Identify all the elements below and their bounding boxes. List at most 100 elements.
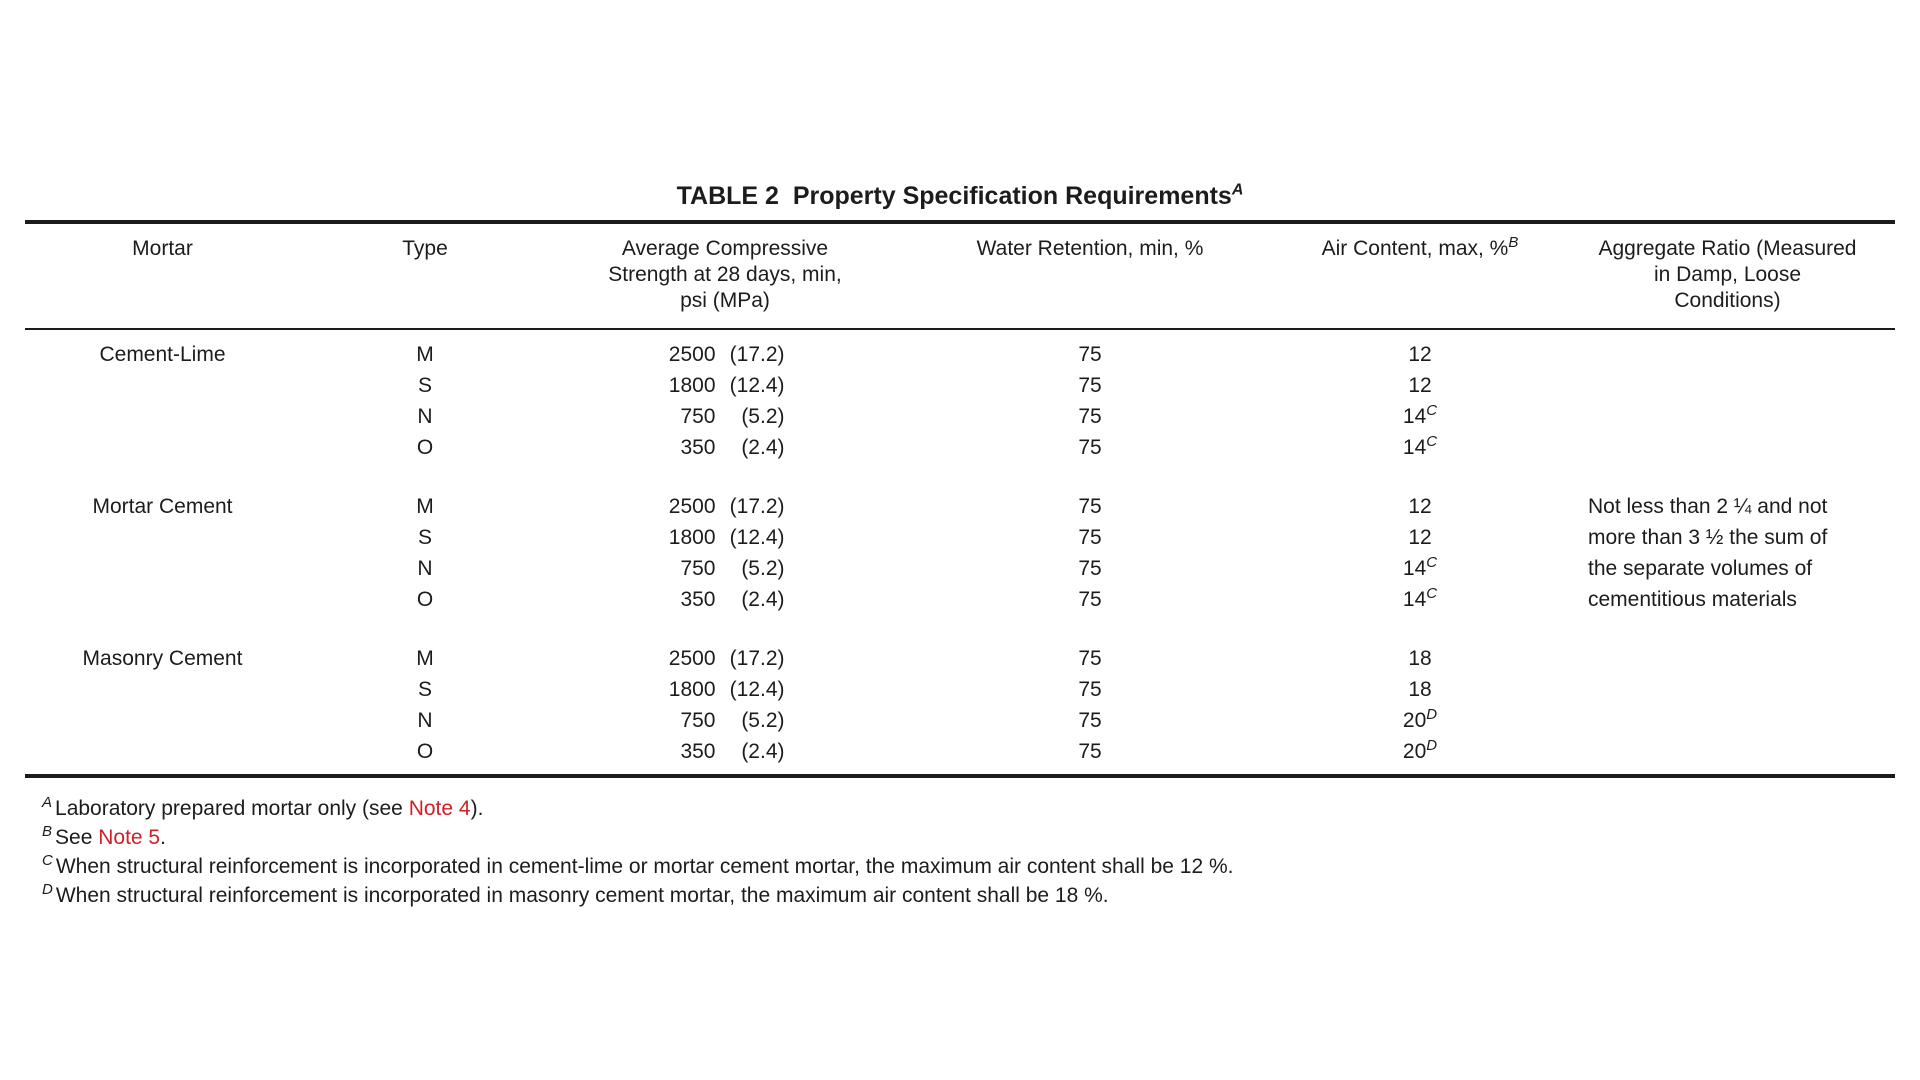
- aggregate-ratio-line: cementitious materials: [1588, 588, 1797, 611]
- strength-cell: 750 (5.2): [550, 705, 900, 736]
- table-row: S 1800 (12.4) 75 12: [25, 370, 1895, 401]
- strength-psi: 2500: [668, 495, 716, 518]
- footnote-d: D When structural reinforcement is incorp…: [42, 881, 1895, 910]
- water-retention-cell: 75: [1078, 374, 1102, 397]
- table-row: N 750 (5.2) 75 14C: [25, 553, 1895, 584]
- column-header-water-retention: Water Retention, min, %: [900, 222, 1280, 330]
- strength-mpa: (12.4): [729, 678, 785, 701]
- note-5-link[interactable]: Note 5: [98, 826, 161, 849]
- aggregate-ratio-cell: [1560, 643, 1895, 767]
- type-cell: S: [417, 678, 432, 701]
- footnote-a-marker: A: [42, 794, 53, 811]
- aggregate-ratio-cell: [1560, 339, 1895, 463]
- table-row: Cement-Lime M 2500 (17.2) 75 12: [25, 339, 1895, 370]
- strength-cell: 2500 (17.2): [550, 491, 900, 522]
- strength-mpa: (2.4): [741, 740, 785, 763]
- column-header-type: Type: [300, 222, 550, 330]
- footnote-b: B See Note 5.: [42, 823, 1895, 852]
- water-retention-cell: 75: [1078, 588, 1102, 611]
- air-content-value: 12: [1408, 374, 1432, 397]
- mortar-name-mortar-cement: Mortar Cement: [92, 495, 233, 518]
- strength-cell: 350 (2.4): [550, 584, 900, 615]
- type-cell: N: [417, 405, 433, 428]
- strength-psi: 750: [680, 405, 716, 428]
- spacer-row: [25, 329, 1895, 339]
- air-content-value: 14: [1402, 405, 1427, 428]
- spacer-row: [25, 767, 1895, 776]
- mortar-name-cement-lime: Cement-Lime: [99, 343, 226, 366]
- strength-cell: 750 (5.2): [550, 553, 900, 584]
- footnote-c-text: When structural reinforcement is incorpo…: [55, 855, 1234, 878]
- strength-psi: 1800: [668, 526, 716, 549]
- footnote-b-text: See: [55, 826, 99, 849]
- table-row: Mortar Cement M 2500 (17.2) 75 12 Not les…: [25, 491, 1895, 611]
- strength-mpa: (2.4): [741, 436, 785, 459]
- footnotes: A Laboratory prepared mortar only (see No…: [42, 794, 1895, 910]
- header-row: Mortar Type Average Compressive Strength…: [25, 222, 1895, 330]
- table-row: S 1800 (12.4) 75 18: [25, 674, 1895, 705]
- air-content-marker: C: [1426, 554, 1438, 571]
- air-content-value: 14: [1402, 557, 1427, 580]
- strength-cell: 750 (5.2): [550, 401, 900, 432]
- air-content-value: 14: [1402, 436, 1427, 459]
- strength-psi: 1800: [668, 678, 716, 701]
- air-content-marker: D: [1426, 737, 1438, 754]
- type-cell: M: [416, 343, 434, 366]
- footnote-d-marker: D: [42, 881, 53, 898]
- strength-cell: 2500 (17.2): [550, 643, 900, 674]
- strength-cell: 1800 (12.4): [550, 674, 900, 705]
- type-cell: O: [416, 740, 434, 763]
- table-row: Masonry Cement M 2500 (17.2) 75 18: [25, 643, 1895, 674]
- type-cell: S: [417, 374, 432, 397]
- type-cell: M: [416, 647, 434, 670]
- column-header-aggregate-ratio: Aggregate Ratio (Measured in Damp, Loose…: [1560, 222, 1895, 330]
- air-content-marker: C: [1426, 433, 1438, 450]
- air-content-footnote-marker: B: [1508, 234, 1519, 251]
- strength-cell: 1800 (12.4): [550, 370, 900, 401]
- table-row: N 750 (5.2) 75 14C: [25, 401, 1895, 432]
- water-retention-cell: 75: [1078, 557, 1102, 580]
- air-content-cell: 20D: [1280, 705, 1560, 736]
- strength-mpa: (17.2): [729, 495, 785, 518]
- water-retention-cell: 75: [1078, 678, 1102, 701]
- aggregate-ratio-line: Not less than 2 ¼ and not: [1588, 495, 1828, 518]
- air-content-marker: C: [1426, 585, 1438, 602]
- table-title: TABLE 2 Property Specification Requireme…: [0, 0, 1920, 210]
- strength-psi: 2500: [668, 647, 716, 670]
- strength-mpa: (17.2): [729, 647, 785, 670]
- air-content-cell: 18: [1280, 674, 1560, 705]
- water-retention-cell: 75: [1078, 647, 1102, 670]
- table-row: O 350 (2.4) 75 14C: [25, 584, 1895, 615]
- air-content-cell: 14C: [1280, 432, 1560, 463]
- air-content-value: 18: [1408, 678, 1432, 701]
- table-row: N 750 (5.2) 75 20D: [25, 705, 1895, 736]
- footnote-b-text-end: .: [160, 826, 166, 849]
- table-row: S 1800 (12.4) 75 12: [25, 522, 1895, 553]
- type-cell: S: [417, 526, 432, 549]
- strength-cell: 1800 (12.4): [550, 522, 900, 553]
- air-content-cell: 20D: [1280, 736, 1560, 767]
- air-content-cell: 12: [1280, 339, 1560, 370]
- strength-cell: 2500 (17.2): [550, 339, 900, 370]
- column-header-air-content-text: Air Content, max, %: [1321, 237, 1509, 260]
- note-4-link[interactable]: Note 4: [408, 797, 471, 820]
- spacer-row: [25, 615, 1895, 643]
- strength-psi: 350: [680, 436, 716, 459]
- air-content-marker: D: [1426, 706, 1438, 723]
- type-cell: O: [416, 436, 434, 459]
- strength-psi: 350: [680, 588, 716, 611]
- footnote-a-text-end: ).: [470, 797, 484, 820]
- type-cell: N: [417, 557, 433, 580]
- water-retention-cell: 75: [1078, 709, 1102, 732]
- strength-mpa: (5.2): [741, 709, 785, 732]
- table-row: O 350 (2.4) 75 14C: [25, 432, 1895, 463]
- footnote-c: C When structural reinforcement is incorp…: [42, 852, 1895, 881]
- strength-cell: 350 (2.4): [550, 736, 900, 767]
- air-content-cell: 12: [1280, 491, 1560, 522]
- water-retention-cell: 75: [1078, 495, 1102, 518]
- footnote-a-text: Laboratory prepared mortar only (see: [55, 797, 409, 820]
- air-content-value: 18: [1408, 647, 1432, 670]
- footnote-d-text: When structural reinforcement is incorpo…: [55, 884, 1109, 907]
- water-retention-cell: 75: [1078, 740, 1102, 763]
- strength-psi: 350: [680, 740, 716, 763]
